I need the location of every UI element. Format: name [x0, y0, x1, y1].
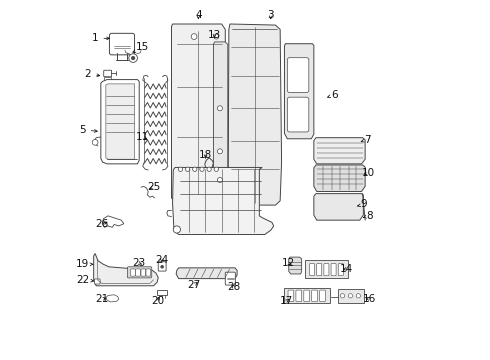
FancyBboxPatch shape [319, 290, 325, 302]
FancyBboxPatch shape [109, 33, 135, 55]
Text: 10: 10 [362, 168, 375, 178]
Circle shape [131, 56, 135, 60]
Circle shape [178, 167, 183, 171]
FancyBboxPatch shape [141, 269, 146, 276]
FancyBboxPatch shape [95, 279, 100, 284]
Polygon shape [176, 268, 237, 279]
Text: 4: 4 [195, 10, 202, 20]
FancyBboxPatch shape [317, 264, 322, 276]
FancyBboxPatch shape [312, 290, 318, 302]
Circle shape [356, 294, 361, 298]
Text: 5: 5 [79, 125, 97, 135]
Polygon shape [228, 24, 282, 205]
Text: 27: 27 [188, 280, 201, 290]
Text: 18: 18 [199, 150, 212, 160]
Circle shape [173, 226, 180, 233]
Circle shape [191, 34, 197, 40]
FancyBboxPatch shape [225, 272, 235, 285]
Text: 22: 22 [76, 275, 94, 285]
Circle shape [200, 167, 204, 171]
Circle shape [218, 106, 222, 111]
Circle shape [348, 294, 353, 298]
Text: 21: 21 [95, 294, 108, 304]
Text: 3: 3 [268, 10, 274, 20]
Text: 7: 7 [361, 135, 371, 145]
Circle shape [218, 177, 222, 183]
Polygon shape [314, 165, 365, 192]
Polygon shape [106, 84, 135, 159]
Text: 17: 17 [280, 296, 293, 306]
Polygon shape [106, 295, 119, 302]
Polygon shape [172, 24, 225, 203]
Text: 11: 11 [136, 132, 149, 142]
Bar [104, 77, 111, 80]
Circle shape [161, 265, 164, 268]
FancyBboxPatch shape [338, 264, 343, 276]
FancyBboxPatch shape [324, 264, 329, 276]
Text: 14: 14 [340, 264, 353, 274]
Polygon shape [289, 257, 302, 274]
Text: 6: 6 [328, 90, 338, 100]
Circle shape [214, 167, 219, 171]
Text: 2: 2 [85, 69, 100, 79]
FancyBboxPatch shape [288, 290, 294, 302]
Polygon shape [214, 42, 228, 202]
Circle shape [92, 139, 98, 145]
Text: 12: 12 [281, 258, 294, 268]
Polygon shape [314, 138, 365, 164]
Text: 1: 1 [92, 33, 109, 43]
Polygon shape [101, 80, 139, 164]
Text: 13: 13 [208, 30, 221, 40]
Bar [285, 288, 330, 303]
FancyBboxPatch shape [287, 58, 309, 93]
Text: 25: 25 [147, 182, 160, 192]
Circle shape [193, 167, 197, 171]
Circle shape [341, 294, 344, 298]
FancyBboxPatch shape [127, 267, 152, 278]
Text: 15: 15 [133, 42, 149, 52]
Text: 23: 23 [133, 258, 146, 268]
Text: 24: 24 [155, 255, 169, 265]
Circle shape [207, 167, 211, 171]
FancyBboxPatch shape [104, 70, 112, 77]
Text: 9: 9 [358, 199, 368, 210]
Circle shape [186, 167, 190, 171]
FancyBboxPatch shape [131, 269, 135, 276]
Circle shape [218, 149, 222, 154]
FancyBboxPatch shape [310, 264, 315, 276]
Text: 8: 8 [364, 211, 373, 221]
Text: 28: 28 [227, 282, 240, 292]
Polygon shape [94, 253, 158, 286]
FancyBboxPatch shape [296, 290, 302, 302]
FancyBboxPatch shape [331, 264, 336, 276]
Polygon shape [172, 167, 274, 234]
Text: 19: 19 [76, 259, 93, 269]
Circle shape [129, 54, 137, 62]
Text: 26: 26 [95, 219, 108, 229]
FancyBboxPatch shape [136, 269, 140, 276]
Text: 20: 20 [151, 296, 165, 306]
FancyBboxPatch shape [146, 269, 151, 276]
FancyBboxPatch shape [304, 290, 310, 302]
Circle shape [214, 34, 219, 39]
FancyBboxPatch shape [287, 97, 309, 132]
Polygon shape [314, 194, 364, 220]
Bar [157, 290, 167, 296]
Bar [305, 260, 347, 278]
Bar [338, 289, 365, 303]
Polygon shape [285, 44, 314, 139]
Text: 16: 16 [363, 294, 376, 304]
FancyBboxPatch shape [158, 262, 166, 271]
Polygon shape [102, 216, 124, 227]
